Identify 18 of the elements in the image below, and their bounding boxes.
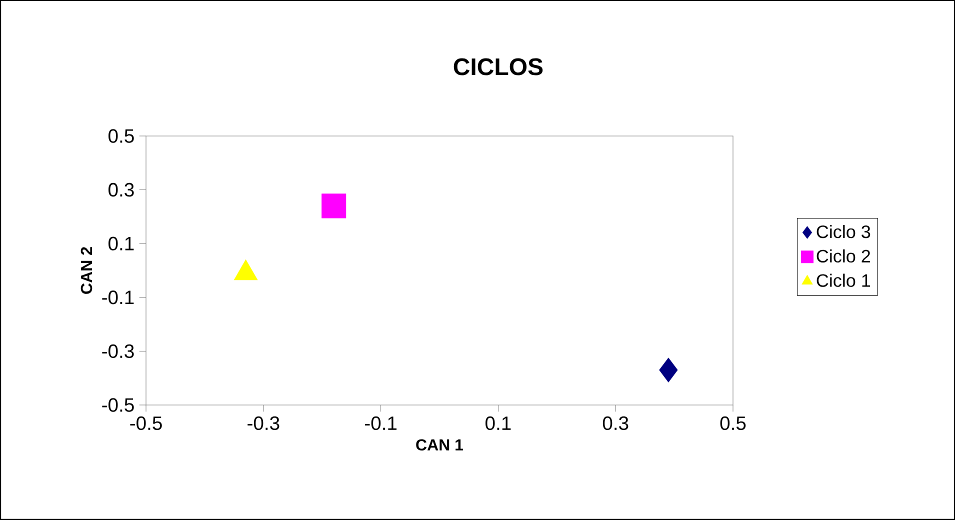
x-tick-label: -0.1	[365, 416, 397, 430]
legend-label: Ciclo 1	[816, 274, 870, 287]
y-axis-title: CAN 2	[80, 247, 92, 294]
x-tick-label: -0.3	[248, 416, 280, 430]
y-tick-label: 0.3	[108, 182, 134, 197]
chart-title: CICLOS	[454, 58, 543, 76]
y-tick-label: -0.1	[102, 290, 134, 304]
y-tick-label: -0.3	[102, 344, 134, 358]
x-tick-label: -0.5	[130, 416, 162, 430]
y-tick-label: 0.5	[108, 129, 134, 143]
x-tick-label: 0.5	[720, 416, 746, 430]
legend-label: Ciclo 2	[816, 249, 870, 263]
legend-label: Ciclo 3	[816, 224, 870, 238]
x-axis-title: CAN 1	[416, 439, 464, 451]
x-tick-label: 0.1	[486, 416, 511, 430]
x-tick-label: 0.3	[602, 416, 628, 430]
y-tick-label: 0.1	[108, 236, 134, 250]
y-tick-label: -0.5	[102, 398, 134, 412]
